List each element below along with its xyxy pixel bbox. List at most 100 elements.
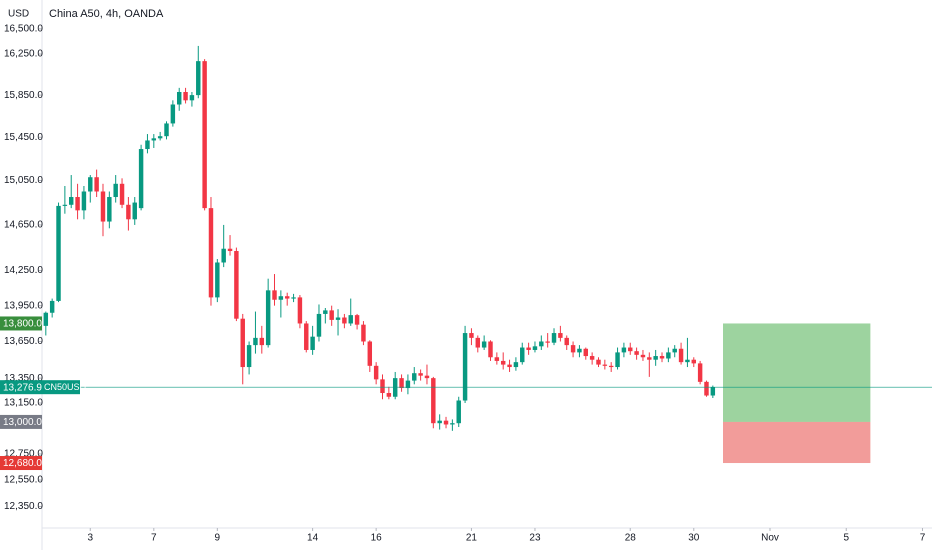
candle-body — [202, 61, 207, 209]
candle-body — [678, 348, 684, 363]
candle-body — [183, 91, 188, 101]
plot-area — [42, 45, 932, 464]
candle-body — [310, 336, 315, 350]
candle-body — [56, 205, 61, 301]
candle-body — [418, 373, 423, 376]
candle-body — [691, 359, 697, 364]
candle-body — [577, 348, 582, 353]
y-tick-label: 12,550.0 — [4, 475, 43, 486]
candle-body — [513, 362, 519, 368]
candle-body — [704, 381, 709, 396]
y-tick-label: 16,250.0 — [4, 49, 43, 60]
x-tick-label: 14 — [307, 533, 319, 544]
candle-body — [329, 310, 334, 320]
y-tick-label: 14,250.0 — [4, 265, 43, 276]
x-tick-label: 28 — [625, 533, 637, 544]
x-tick-label: Nov — [761, 533, 779, 544]
candle-body — [469, 333, 474, 338]
candle-body — [68, 197, 74, 205]
x-tick-label: 23 — [529, 533, 541, 544]
x-tick-label: 3 — [87, 533, 93, 544]
candle-body — [284, 296, 290, 299]
last-price-symbol: CN50USD — [44, 382, 87, 392]
y-tick-label: 15,050.0 — [4, 175, 43, 186]
candle-body — [278, 296, 284, 300]
candle-body — [151, 138, 157, 141]
x-tick-label: 7 — [151, 533, 157, 544]
candle-body — [215, 262, 220, 298]
x-tick-label: 7 — [920, 533, 926, 544]
candle-body — [138, 149, 144, 209]
candle-body — [399, 378, 404, 389]
candle-body — [507, 364, 512, 368]
x-tick-label: 21 — [466, 533, 478, 544]
target-label: 13,800.0 — [3, 319, 42, 330]
candle-body — [126, 204, 131, 220]
y-tick-label: 16,500.0 — [4, 23, 43, 34]
candle-body — [354, 315, 360, 325]
candle-body — [94, 177, 99, 192]
candle-body — [589, 356, 595, 360]
candle-body — [710, 387, 716, 396]
candle-body — [640, 354, 646, 358]
candle-body — [265, 290, 271, 346]
target-badge — [0, 316, 42, 331]
candle-body — [342, 317, 347, 324]
candle-body — [481, 341, 487, 348]
candle-body — [348, 315, 353, 324]
candle-body — [88, 177, 93, 192]
x-tick-label: 16 — [371, 533, 383, 544]
y-tick-label: 12,350.0 — [4, 501, 43, 512]
candle-body — [361, 324, 366, 342]
candle-body — [234, 251, 239, 319]
profit-zone — [722, 323, 871, 422]
candle-body — [107, 197, 112, 222]
candle-body — [602, 364, 608, 366]
candle-body — [208, 208, 214, 298]
candle-body — [227, 248, 233, 252]
candle-body — [253, 337, 258, 346]
candle-body — [412, 373, 417, 381]
candle-body — [43, 312, 49, 326]
candle-body — [583, 348, 589, 357]
candle-body — [100, 191, 106, 222]
candle-body — [424, 375, 430, 379]
candle-body — [170, 104, 176, 124]
candle-body — [545, 341, 550, 343]
candle-body — [564, 337, 569, 346]
candle-body — [373, 365, 379, 380]
candle-body — [532, 346, 538, 350]
candle-body — [659, 356, 665, 359]
candle-body — [164, 123, 169, 137]
candle-body — [647, 357, 652, 360]
candle-body — [157, 136, 163, 139]
candle-body — [81, 191, 87, 211]
candle-body — [462, 333, 468, 401]
x-tick-label: 5 — [843, 533, 849, 544]
candle-body — [272, 290, 277, 300]
candle-body — [405, 380, 411, 389]
entry-label: 13,000.0 — [3, 417, 42, 428]
candle-body — [488, 341, 493, 358]
candle-body — [450, 423, 455, 425]
y-tick-label: 12,750.0 — [4, 449, 43, 460]
candle-body — [189, 95, 195, 101]
candle-body — [520, 347, 525, 363]
candle-body — [240, 318, 245, 368]
candle-body — [62, 204, 68, 206]
candle-body — [551, 333, 557, 343]
candle-body — [119, 183, 125, 205]
candle-body — [443, 420, 449, 425]
candle-body — [628, 347, 633, 352]
candle-body — [475, 337, 481, 348]
candle-body — [437, 420, 442, 424]
last-price-label: 13,276.9 — [3, 382, 42, 393]
last-price-badge — [0, 380, 80, 395]
y-tick-label: 13,650.0 — [4, 336, 43, 347]
candle-body — [431, 378, 436, 424]
y-tick-label: 15,450.0 — [4, 132, 43, 143]
candle-body — [49, 300, 55, 313]
candle-body — [380, 379, 385, 394]
